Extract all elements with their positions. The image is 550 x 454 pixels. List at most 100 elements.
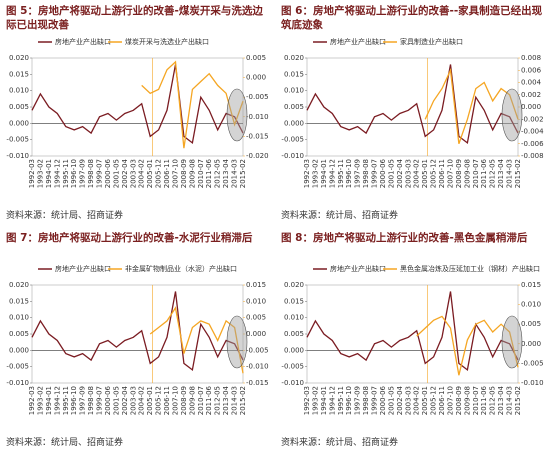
x-tick-label: 1999-07 [371, 159, 379, 188]
chart: -0.010 -0.005 0.000 0.005 0.010 0.015 0.020 -0.… [281, 264, 543, 415]
y-tick-label: 0.020 [284, 281, 304, 289]
x-tick-label: 2006-11 [438, 386, 446, 415]
x-tick-label: 2013-04 [222, 158, 230, 188]
y-tick-label: 0.015 [9, 297, 29, 305]
y2-tick-label: -0.005 [246, 93, 269, 101]
y2-tick-label: -0.010 [246, 363, 269, 371]
highlight-ellipse [501, 315, 523, 369]
series-line [141, 60, 244, 149]
x-tick-label: 1994-12 [328, 159, 336, 188]
x-tick-label: 2006-11 [163, 386, 171, 415]
x-tick-label: 1994-01 [45, 159, 53, 188]
x-tick-label: 2005-12 [155, 159, 163, 188]
x-tick-label: 2014-03 [231, 386, 239, 415]
series-line [306, 291, 519, 372]
y2-tick-label: 0.000 [521, 340, 541, 348]
legend-label: 房地产业产出缺口 [55, 264, 111, 273]
x-tick-label: 1992-03 [303, 159, 311, 188]
y2-tick-label: -0.015 [246, 132, 269, 140]
y-tick-label: 0.020 [9, 281, 29, 289]
x-tick-label: 2010-07 [472, 159, 480, 188]
x-tick-label: 2013-04 [497, 158, 505, 188]
x-tick-label: 2005-12 [430, 386, 438, 415]
chart-panel: 图 6：房地产将驱动上游行业的改善--家具制造已经出现筑底迹象 -0.010 -0.… [275, 0, 550, 227]
chart: -0.010 -0.005 0.000 0.005 0.010 0.015 0.020 -0.… [6, 264, 269, 415]
legend-label: 黑色金属冶炼及压延加工业（钢材）产出缺口 [400, 264, 540, 273]
x-tick-label: 1998-08 [362, 386, 370, 415]
y2-tick-label: 0.015 [246, 281, 266, 289]
y2-tick-label: -0.006 [521, 140, 544, 148]
x-tick-label: 2012-05 [489, 159, 497, 188]
y-tick-label: 0.000 [9, 346, 29, 354]
x-tick-label: 2000-06 [379, 158, 387, 188]
x-tick-label: 2006-11 [438, 159, 446, 188]
x-tick-label: 2014-03 [506, 386, 514, 415]
x-tick-label: 2011-06 [480, 158, 488, 188]
legend-label: 房地产业产出缺口 [55, 37, 111, 46]
x-tick-label: 2010-07 [197, 386, 205, 415]
x-tick-label: 1996-10 [345, 386, 353, 415]
y-tick-label: 0.010 [284, 314, 304, 322]
x-tick-label: 1999-07 [371, 386, 379, 415]
series-line [424, 67, 519, 145]
x-tick-label: 2000-06 [104, 158, 112, 188]
y-tick-label: 0.005 [9, 103, 29, 111]
x-tick-label: 2015-02 [514, 159, 522, 188]
x-tick-label: 2002-04 [121, 158, 129, 188]
series-line [31, 291, 244, 372]
source-note: 资料来源：统计局、招商证券 [6, 211, 124, 221]
x-tick-label: 1998-08 [87, 159, 95, 188]
x-tick-label: 2001-05 [112, 386, 120, 415]
x-tick-label: 2005-01 [146, 386, 154, 415]
series-line [31, 64, 244, 145]
y2-tick-label: -0.005 [246, 346, 269, 354]
y2-tick-label: -0.004 [521, 128, 544, 136]
y-tick-label: -0.005 [281, 136, 304, 144]
x-tick-label: 1995-11 [337, 159, 345, 188]
y2-tick-label: 0.000 [246, 74, 266, 82]
x-tick-label: 2008-09 [455, 159, 463, 188]
x-tick-label: 2005-01 [421, 386, 429, 415]
x-tick-label: 2005-01 [146, 159, 154, 188]
legend-label: 煤炭开采与洗选业产出缺口 [125, 37, 209, 46]
y2-tick-label: 0.008 [521, 54, 541, 62]
x-tick-label: 1993-02 [36, 159, 44, 188]
x-tick-label: 2015-02 [514, 386, 522, 415]
chart: -0.010 -0.005 0.000 0.005 0.010 0.015 0.020 -0.… [281, 37, 544, 188]
series-line [306, 64, 519, 145]
x-tick-label: 1992-03 [28, 386, 36, 415]
x-tick-label: 2013-04 [222, 385, 230, 415]
x-tick-label: 1996-10 [70, 386, 78, 415]
x-tick-label: 1994-01 [320, 159, 328, 188]
x-tick-label: 2010-07 [472, 386, 480, 415]
x-tick-label: 2002-04 [396, 158, 404, 188]
x-tick-label: 1995-11 [62, 386, 70, 415]
x-tick-label: 1994-01 [45, 386, 53, 415]
x-tick-label: 1996-10 [345, 159, 353, 188]
x-tick-label: 1994-12 [53, 159, 61, 188]
y-tick-label: 0.015 [9, 70, 29, 78]
y2-tick-label: -0.015 [246, 379, 269, 387]
x-tick-label: 2001-05 [387, 386, 395, 415]
x-tick-label: 2012-05 [214, 159, 222, 188]
x-tick-label: 1997-09 [354, 159, 362, 188]
x-tick-label: 2001-05 [387, 159, 395, 188]
y-tick-label: 0.005 [284, 330, 304, 338]
x-tick-label: 2015-02 [239, 159, 247, 188]
y-tick-label: -0.010 [6, 379, 29, 387]
y2-tick-label: 0.010 [246, 297, 266, 305]
x-tick-label: 1998-08 [362, 159, 370, 188]
x-tick-label: 2008-09 [180, 386, 188, 415]
x-tick-label: 1995-11 [62, 159, 70, 188]
x-tick-label: 2008-09 [455, 386, 463, 415]
y-tick-label: -0.010 [281, 379, 304, 387]
chart-panel: 图 7：房地产将驱动上游行业的改善-水泥行业稍滞后 -0.010 -0.005 0.0… [0, 227, 275, 454]
x-tick-label: 2001-05 [112, 159, 120, 188]
source-note: 资料来源：统计局、招商证券 [6, 438, 124, 448]
y2-tick-label: 0.006 [521, 66, 542, 74]
x-tick-label: 2005-12 [430, 159, 438, 188]
x-tick-label: 2000-06 [379, 385, 387, 415]
y2-tick-label: 0.015 [521, 281, 541, 289]
y2-tick-label: 0.005 [246, 54, 266, 62]
